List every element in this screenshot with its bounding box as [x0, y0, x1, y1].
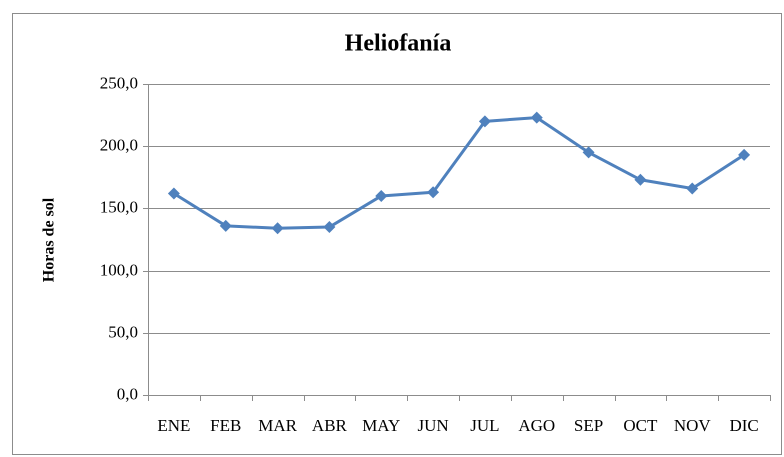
data-point — [219, 219, 232, 232]
data-point — [478, 115, 491, 128]
x-tick-label: JUL — [470, 416, 499, 435]
chart-border — [12, 13, 782, 455]
chart-title: Heliofanía — [345, 31, 452, 57]
data-point — [427, 186, 440, 199]
data-point — [530, 111, 543, 124]
x-tick-label: DIC — [729, 416, 758, 435]
y-tick-label: 150,0 — [100, 197, 138, 216]
x-tick-label: MAY — [362, 416, 400, 435]
y-tick-label: 250,0 — [100, 73, 138, 92]
data-point — [271, 222, 284, 235]
x-tick-label: AGO — [518, 416, 555, 435]
x-tick-label: ABR — [312, 416, 348, 435]
data-point — [686, 182, 699, 195]
y-axis-label: Horas de sol — [41, 197, 58, 282]
y-tick-label: 0,0 — [117, 384, 138, 403]
y-tick-label: 200,0 — [100, 135, 138, 154]
data-point — [375, 189, 388, 202]
data-point — [582, 146, 595, 159]
x-tick-label: MAR — [258, 416, 297, 435]
x-tick-label: ENE — [157, 416, 190, 435]
x-tick-label: SEP — [574, 416, 603, 435]
y-tick-label: 50,0 — [108, 322, 138, 341]
x-tick-label: FEB — [210, 416, 241, 435]
x-tick-label: NOV — [674, 416, 712, 435]
data-point — [634, 173, 647, 186]
y-tick-label: 100,0 — [100, 260, 138, 279]
x-tick-label: OCT — [623, 416, 658, 435]
data-point — [738, 148, 751, 161]
data-point — [323, 221, 336, 234]
x-tick-label: JUN — [417, 416, 448, 435]
data-point — [167, 187, 180, 200]
series-line — [173, 116, 745, 230]
